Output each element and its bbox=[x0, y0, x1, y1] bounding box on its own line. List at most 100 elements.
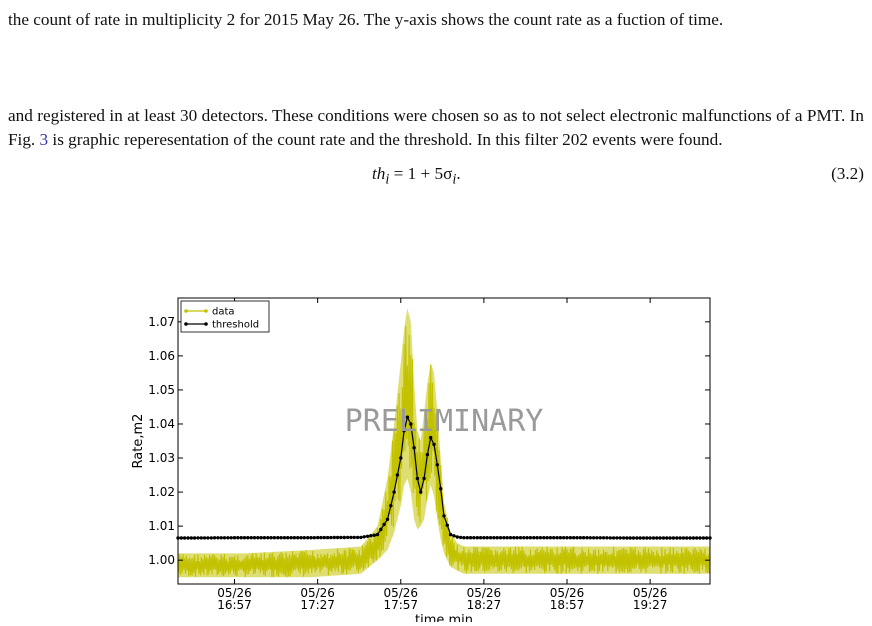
x-tick-label-date: 05/26 bbox=[633, 586, 668, 600]
threshold-point bbox=[641, 536, 646, 540]
threshold-point bbox=[525, 536, 529, 540]
threshold-point bbox=[548, 536, 553, 540]
threshold-point bbox=[222, 536, 227, 540]
threshold-point bbox=[542, 536, 546, 540]
threshold-point bbox=[379, 527, 383, 532]
threshold-point bbox=[498, 536, 503, 540]
threshold-point bbox=[252, 536, 257, 540]
threshold-point bbox=[206, 536, 210, 540]
threshold-point bbox=[598, 536, 602, 540]
threshold-point bbox=[528, 536, 533, 540]
threshold-point bbox=[532, 536, 536, 540]
threshold-point bbox=[565, 536, 569, 540]
threshold-point bbox=[611, 536, 616, 540]
threshold-point bbox=[595, 536, 599, 540]
threshold-point bbox=[691, 536, 696, 540]
threshold-point bbox=[581, 536, 586, 540]
threshold-point bbox=[555, 536, 559, 540]
threshold-point bbox=[239, 536, 243, 540]
eq-sub: i bbox=[385, 171, 390, 188]
threshold-point bbox=[458, 535, 463, 540]
threshold-point bbox=[339, 535, 343, 540]
threshold-point bbox=[276, 536, 280, 540]
threshold-point bbox=[478, 536, 483, 540]
threshold-point bbox=[648, 536, 652, 540]
threshold-point bbox=[588, 536, 592, 540]
threshold-point bbox=[332, 535, 336, 540]
threshold-point bbox=[615, 536, 619, 540]
threshold-point bbox=[492, 536, 496, 540]
legend-marker bbox=[204, 309, 208, 313]
threshold-point bbox=[249, 536, 253, 540]
threshold-point bbox=[685, 536, 689, 540]
equation-number: (3.2) bbox=[831, 164, 864, 183]
threshold-point bbox=[372, 533, 376, 537]
threshold-point bbox=[575, 536, 579, 540]
threshold-point bbox=[675, 536, 679, 540]
threshold-point bbox=[272, 536, 277, 540]
x-tick-label-date: 05/26 bbox=[217, 586, 252, 600]
threshold-point bbox=[226, 536, 230, 540]
threshold-point bbox=[505, 536, 509, 540]
figure-ref-link[interactable]: 3 bbox=[39, 130, 49, 149]
legend-box bbox=[180, 300, 270, 333]
threshold-point bbox=[282, 536, 287, 540]
legend-marker bbox=[184, 322, 188, 326]
threshold-point bbox=[472, 536, 476, 540]
threshold-point bbox=[319, 535, 323, 540]
threshold-point bbox=[482, 536, 486, 540]
paragraph-text-a: and registered in at least 30 detectors.… bbox=[8, 106, 864, 149]
threshold-point bbox=[665, 536, 669, 540]
threshold-point bbox=[292, 536, 297, 540]
threshold-point bbox=[448, 532, 453, 537]
threshold-point bbox=[455, 535, 459, 539]
threshold-point bbox=[578, 536, 582, 540]
threshold-point bbox=[182, 536, 187, 540]
paragraph-caption-tail: the count of rate in multiplicity 2 for … bbox=[8, 10, 724, 29]
threshold-point bbox=[179, 536, 183, 540]
threshold-point bbox=[661, 536, 666, 540]
x-tick-label-time: 17:27 bbox=[300, 598, 335, 612]
threshold-point bbox=[508, 536, 513, 540]
y-tick-label: 1.03 bbox=[148, 451, 175, 465]
eq-end: . bbox=[456, 164, 461, 183]
threshold-point bbox=[229, 536, 233, 540]
equation-body: thi = 1 + 5σi. bbox=[372, 164, 461, 188]
threshold-point bbox=[382, 522, 386, 527]
x-tick-label-time: 16:57 bbox=[217, 598, 252, 612]
threshold-point bbox=[625, 536, 629, 540]
threshold-point bbox=[435, 463, 439, 467]
paragraph-body: and registered in at least 30 detectors.… bbox=[8, 104, 864, 152]
threshold-point bbox=[465, 536, 469, 540]
threshold-point bbox=[645, 536, 649, 540]
y-tick-label: 1.02 bbox=[148, 485, 175, 499]
threshold-point bbox=[415, 476, 420, 481]
threshold-point bbox=[412, 446, 416, 450]
threshold-point bbox=[535, 536, 539, 540]
y-tick-label: 1.01 bbox=[148, 519, 175, 533]
threshold-point bbox=[286, 536, 290, 540]
legend-marker bbox=[204, 322, 208, 326]
threshold-point bbox=[671, 536, 676, 540]
threshold-point bbox=[289, 536, 293, 540]
x-tick-label-date: 05/26 bbox=[467, 586, 502, 600]
threshold-point bbox=[256, 536, 260, 540]
threshold-point bbox=[488, 536, 493, 540]
threshold-point bbox=[475, 536, 479, 540]
threshold-point bbox=[395, 473, 400, 477]
threshold-point bbox=[445, 523, 449, 527]
threshold-point bbox=[216, 536, 220, 540]
threshold-point bbox=[309, 536, 313, 540]
threshold-point bbox=[621, 536, 626, 540]
threshold-point bbox=[638, 536, 642, 540]
threshold-point bbox=[462, 536, 466, 540]
x-tick-label-time: 18:57 bbox=[550, 598, 585, 612]
threshold-point bbox=[389, 504, 393, 508]
threshold-point bbox=[209, 536, 213, 540]
threshold-point bbox=[349, 535, 353, 540]
threshold-point bbox=[199, 536, 203, 540]
threshold-point bbox=[186, 536, 190, 540]
eq-lhs: th bbox=[372, 164, 386, 183]
x-tick-label-time: 19:27 bbox=[633, 598, 668, 612]
threshold-point bbox=[452, 534, 456, 538]
